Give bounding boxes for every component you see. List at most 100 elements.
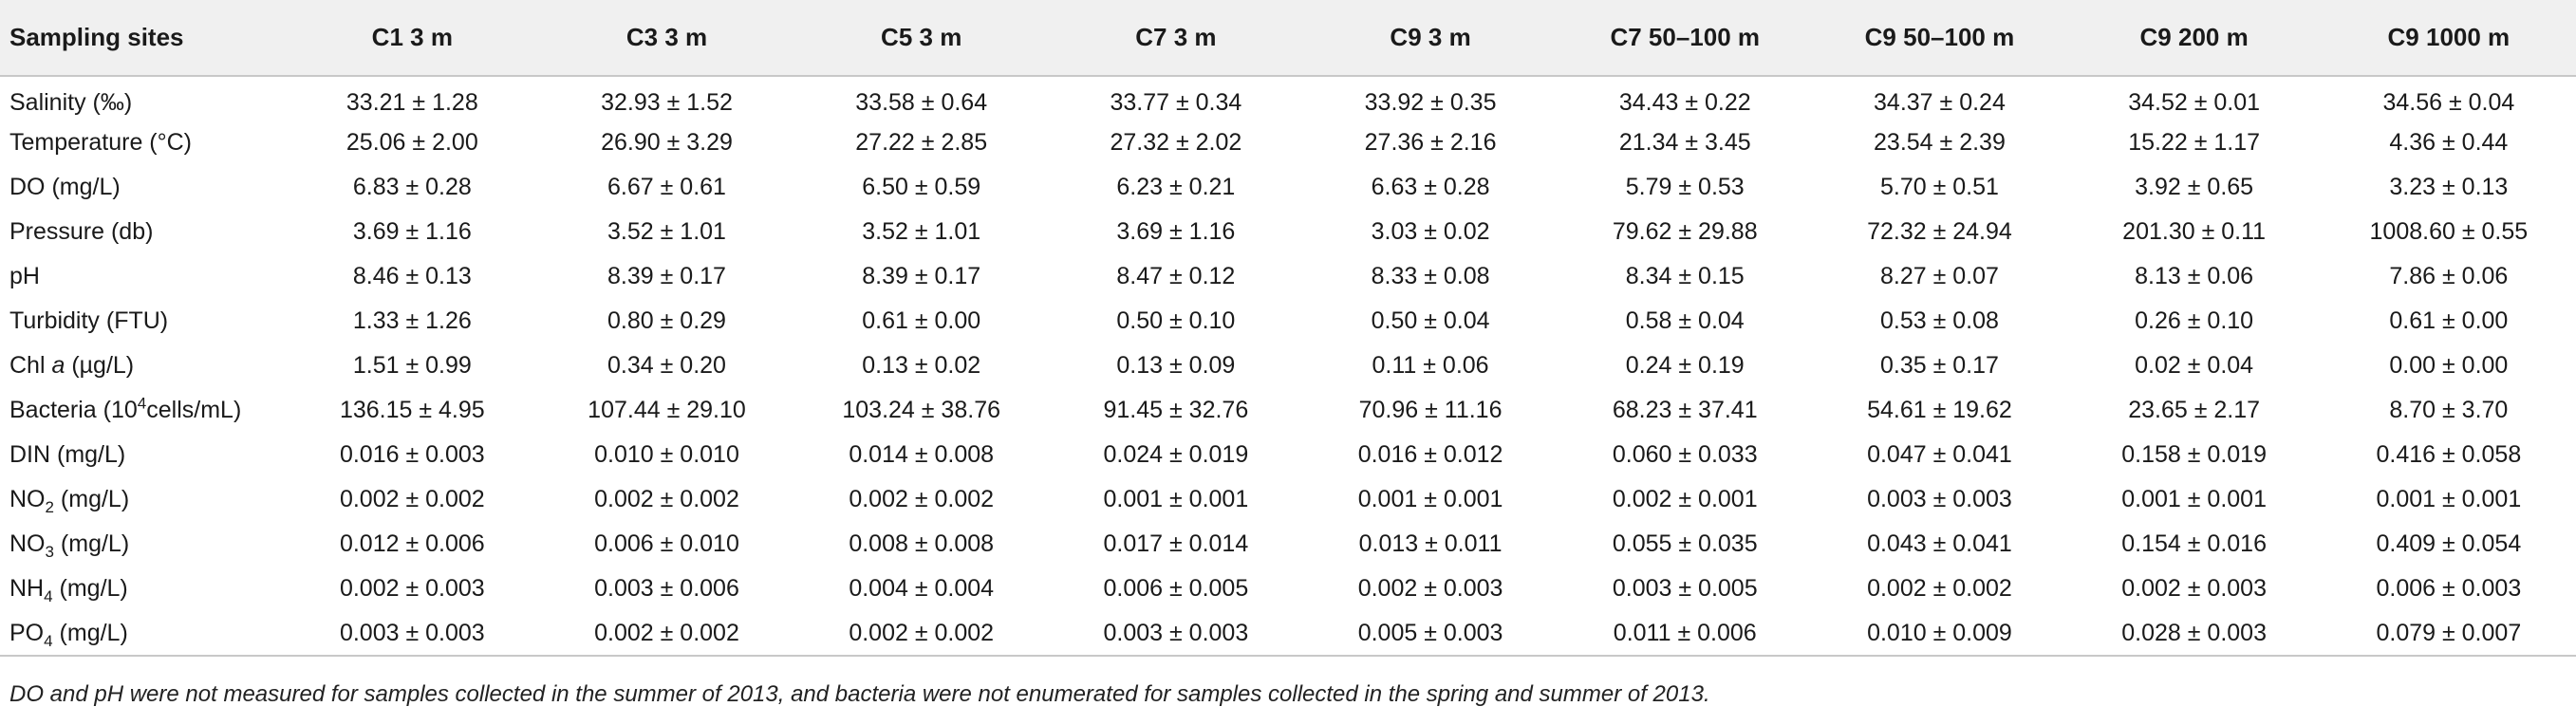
table-cell: 72.32 ± 24.94 — [1867, 218, 2012, 245]
table-cell: 0.002 ± 0.002 — [793, 611, 1049, 657]
table-row: Bacteria (104cells/mL) 136.15 ± 4.95 107.4… — [0, 388, 2576, 433]
table-cell: 0.002 ± 0.001 — [1612, 486, 1758, 512]
table-cell: 0.006 ± 0.010 — [594, 530, 739, 557]
table-cell: 8.34 ± 0.15 — [1625, 263, 1745, 289]
row-label-text: Turbidity (FTU) — [9, 307, 169, 334]
table-cell: 0.010 ± 0.010 — [594, 441, 739, 468]
table-footnote: DO and pH were not measured for samples … — [9, 681, 1710, 707]
table-cell: 33.21 ± 1.28 — [345, 88, 478, 116]
table-cell: 1.51 ± 0.99 — [352, 352, 472, 379]
table-row: Temperature (°C) 25.06 ± 2.00 26.90 ± 3.29… — [0, 121, 2576, 165]
table-row: pH 8.46 ± 0.13 8.39 ± 0.17 8.39 ± 0.17 8.47 … — [0, 254, 2576, 299]
table-row: DO (mg/L) 6.83 ± 0.28 6.67 ± 0.61 6.50 ± 0.… — [0, 165, 2576, 210]
table-cell: 0.006 ± 0.003 — [2376, 575, 2522, 602]
table-cell: 0.055 ± 0.035 — [1612, 530, 1758, 557]
table-cell: 8.39 ± 0.17 — [607, 263, 726, 289]
table-cell: 0.002 ± 0.002 — [339, 486, 485, 512]
table-cell: 0.416 ± 0.058 — [2376, 441, 2522, 468]
table-cell: 0.50 ± 0.10 — [1116, 307, 1236, 334]
table-cell: 0.002 ± 0.002 — [594, 486, 739, 512]
table-cell: 6.63 ± 0.28 — [1371, 174, 1490, 200]
table-cell: 1.33 ± 1.26 — [352, 307, 472, 334]
table-cell: 23.65 ± 2.17 — [2128, 397, 2261, 423]
table-cell: 23.54 ± 2.39 — [1874, 129, 2006, 156]
row-label-text: Bacteria (10 — [9, 397, 138, 423]
table-cell: 34.43 ± 0.22 — [1618, 88, 1751, 116]
table-cell: 3.52 ± 1.01 — [607, 218, 726, 245]
table-cell: 34.52 ± 0.01 — [2128, 88, 2261, 116]
row-label-subscript: 3 — [45, 543, 54, 561]
table-cell: 91.45 ± 32.76 — [1103, 397, 1249, 423]
table-cell: 6.83 ± 0.28 — [352, 174, 472, 200]
table-cell: 0.13 ± 0.02 — [862, 352, 981, 379]
row-label: Bacteria (104cells/mL) — [0, 388, 285, 433]
table-cell: 8.47 ± 0.12 — [1116, 263, 1236, 289]
table-row: Turbidity (FTU) 1.33 ± 1.26 0.80 ± 0.29 0.6… — [0, 299, 2576, 344]
table-cell: 34.56 ± 0.04 — [2382, 88, 2515, 116]
table-row: Pressure (db) 3.69 ± 1.16 3.52 ± 1.01 3.52 … — [0, 210, 2576, 254]
table-cell: 8.27 ± 0.07 — [1879, 263, 1999, 289]
header-cell: Sampling sites — [0, 0, 286, 77]
table-cell: 6.50 ± 0.59 — [862, 174, 981, 200]
row-label-subscript: 2 — [45, 498, 54, 516]
row-label-unit: (mg/L) — [53, 486, 130, 512]
table-cell: 0.35 ± 0.17 — [1879, 352, 1999, 379]
table-cell: 4.36 ± 0.44 — [2389, 129, 2509, 156]
table-cell: 0.008 ± 0.008 — [849, 530, 995, 557]
table-cell: 68.23 ± 37.41 — [1612, 397, 1758, 423]
table-cell: 0.005 ± 0.003 — [1302, 611, 1559, 657]
row-label-text: DIN (mg/L) — [9, 441, 126, 468]
table-cell: 0.003 ± 0.003 — [1867, 486, 2012, 512]
table-cell: 0.012 ± 0.006 — [339, 530, 485, 557]
header-cell: C9 3 m — [1302, 0, 1559, 77]
table-cell: 0.060 ± 0.033 — [1612, 441, 1758, 468]
table-cell: 0.001 ± 0.001 — [1357, 486, 1503, 512]
table-cell: 0.80 ± 0.29 — [607, 307, 726, 334]
table-cell: 0.002 ± 0.002 — [539, 611, 794, 657]
table-cell: 33.77 ± 0.34 — [1110, 88, 1242, 116]
table-cell: 3.52 ± 1.01 — [862, 218, 981, 245]
table-cell: 0.010 ± 0.009 — [1812, 611, 2067, 657]
row-label-text: Chl — [9, 352, 52, 379]
header-cell: C9 50–100 m — [1812, 0, 2067, 77]
row-label-unit: cells/mL) — [146, 397, 242, 423]
row-label: pH — [0, 254, 285, 299]
table-cell: 0.001 ± 0.001 — [1103, 486, 1249, 512]
data-table-container: Sampling sites C1 3 m C3 3 m C5 3 m C7 3… — [0, 0, 2576, 657]
header-cell: C9 1000 m — [2321, 0, 2576, 77]
table-cell: 0.58 ± 0.04 — [1625, 307, 1745, 334]
row-label: NO3 (mg/L) — [0, 522, 285, 567]
row-label-italic: a — [51, 352, 65, 379]
row-label-text: NO — [9, 530, 46, 557]
table-cell: 0.003 ± 0.005 — [1612, 575, 1758, 602]
table-cell: 0.002 ± 0.003 — [339, 575, 485, 602]
table-cell: 3.03 ± 0.02 — [1371, 218, 1490, 245]
table-cell: 0.158 ± 0.019 — [2121, 441, 2267, 468]
row-label: DO (mg/L) — [0, 165, 285, 210]
table-cell: 0.016 ± 0.003 — [339, 441, 485, 468]
row-label-text: NH — [9, 575, 45, 602]
table-cell: 15.22 ± 1.17 — [2128, 129, 2261, 156]
table-cell: 8.39 ± 0.17 — [862, 263, 981, 289]
table-cell: 0.02 ± 0.04 — [2135, 352, 2254, 379]
table-cell: 0.61 ± 0.00 — [2389, 307, 2509, 334]
table-cell: 8.70 ± 3.70 — [2389, 397, 2509, 423]
row-label-text: Salinity (‰) — [9, 88, 133, 116]
table-cell: 103.24 ± 38.76 — [842, 397, 1000, 423]
row-label: Turbidity (FTU) — [0, 299, 285, 344]
table-cell: 5.70 ± 0.51 — [1879, 174, 1999, 200]
row-label-unit: (mg/L) — [52, 619, 128, 646]
table-cell: 0.079 ± 0.007 — [2321, 611, 2576, 657]
row-label-text: pH — [9, 263, 40, 289]
header-cell: C1 3 m — [285, 0, 540, 77]
table-cell: 0.53 ± 0.08 — [1879, 307, 1999, 334]
table-cell: 0.028 ± 0.003 — [2066, 611, 2322, 657]
table-cell: 0.61 ± 0.00 — [862, 307, 981, 334]
row-label-unit: (µg/L) — [65, 352, 135, 379]
table-cell: 0.002 ± 0.003 — [1357, 575, 1503, 602]
table-cell: 0.011 ± 0.006 — [1558, 611, 1813, 657]
row-label: NO2 (mg/L) — [0, 477, 285, 522]
table-cell: 0.26 ± 0.10 — [2135, 307, 2254, 334]
table-cell: 136.15 ± 4.95 — [339, 397, 485, 423]
row-label: DIN (mg/L) — [0, 433, 285, 477]
